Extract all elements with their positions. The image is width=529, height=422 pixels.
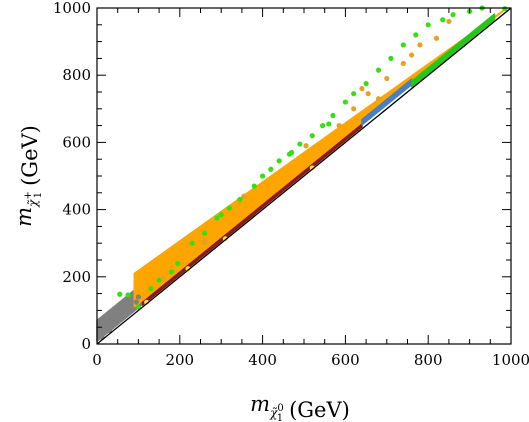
scatter-point-0-8	[135, 294, 141, 300]
scatter-point-2-2	[241, 193, 247, 199]
scatter-point-2-9	[409, 52, 415, 58]
scatter-point-1-30	[450, 12, 456, 18]
y-axis-subsup: +	[23, 191, 34, 199]
scatter-point-1-17	[297, 141, 303, 147]
scatter-point-1-20	[330, 112, 336, 119]
scatter-point-2-5	[359, 86, 365, 92]
scatter-point-2-13	[375, 96, 382, 102]
scatter-point-0-7	[133, 299, 139, 305]
scatter-point-0-5	[123, 311, 129, 318]
scatter-point-1-9	[214, 215, 220, 221]
reference-line-group	[96, 7, 512, 345]
scatter-point-1-8	[202, 230, 208, 236]
y-axis-sub: χ̃	[26, 199, 40, 208]
x-axis-subsup: 0	[277, 403, 283, 414]
scatter-point-2-14	[351, 106, 357, 112]
scatter-points	[96, 5, 508, 340]
scatter-point-0-11	[119, 307, 125, 313]
scatter-point-3-1	[185, 266, 191, 272]
x-tick-label: 0	[92, 351, 102, 369]
scatter-point-1-34	[218, 212, 224, 218]
diagonal-line	[96, 7, 512, 345]
scatter-point-3-0	[144, 299, 150, 305]
scatter-point-0-4	[117, 316, 123, 322]
scatter-point-1-0	[117, 291, 123, 297]
scatter-point-0-6	[129, 306, 135, 312]
y-tick-label: 0	[81, 335, 91, 353]
scatter-point-1-14	[268, 166, 274, 172]
scatter-point-1-24	[375, 67, 382, 73]
scatter-point-2-11	[433, 35, 440, 41]
x-tick-label: 1000	[492, 351, 529, 369]
scatter-point-2-4	[336, 123, 342, 129]
y-axis-subsub: 1	[33, 192, 44, 198]
axis-ticks	[96, 7, 512, 345]
scatter-point-1-3	[148, 285, 154, 292]
scatter-point-1-22	[351, 91, 357, 97]
y-axis-units: (GeV)	[18, 125, 42, 186]
scatter-point-1-23	[363, 81, 369, 87]
scatter-point-1-19	[320, 123, 326, 129]
scatter-point-0-2	[104, 322, 110, 329]
x-tick-label: 400	[248, 351, 277, 369]
y-axis-symbol: m	[12, 207, 36, 227]
x-axis-title: mχ̃0 1 (GeV)	[250, 392, 350, 422]
x-tick-label: 800	[414, 351, 443, 369]
scatter-point-1-18	[309, 133, 315, 139]
scatter-point-1-5	[168, 269, 175, 275]
x-tick-labels: 0 200 400 600 800 1000	[92, 351, 529, 369]
scatter-point-0-0	[96, 331, 102, 337]
y-tick-label: 200	[62, 268, 91, 286]
band-4	[410, 13, 496, 88]
scatter-point-1-26	[400, 42, 406, 48]
scatter-point-2-0	[160, 275, 166, 282]
scatter-point-0-3	[110, 319, 117, 325]
scatter-point-2-6	[365, 91, 371, 97]
x-axis-symbol: m	[250, 392, 270, 416]
scatter-point-1-6	[175, 260, 181, 266]
y-tick-label: 800	[62, 66, 91, 84]
scatter-point-1-28	[425, 22, 431, 28]
scatter-point-1-7	[189, 240, 195, 246]
scatter-point-1-21	[342, 99, 348, 105]
y-tick-label: 1000	[53, 0, 91, 17]
x-axis-sub: χ̃	[269, 406, 278, 420]
scatter-point-0-10	[106, 327, 113, 334]
scatter-point-1-11	[237, 196, 243, 203]
band-2	[141, 123, 363, 306]
scatter-point-1-29	[440, 17, 446, 23]
scatter-point-2-12	[446, 18, 452, 25]
scatter-point-1-15	[276, 158, 282, 164]
scatter-point-1-1	[125, 292, 131, 298]
scatter-point-1-4	[156, 277, 162, 283]
scatter-point-2-1	[202, 238, 208, 245]
scatter-point-1-12	[251, 183, 257, 189]
scatter-point-2-7	[384, 75, 390, 82]
y-tick-labels: 0 200 400 600 800 1000	[53, 0, 91, 353]
scatter-point-1-27	[413, 32, 419, 38]
scatter-point-3-3	[309, 165, 315, 171]
scatter-point-1-33	[502, 6, 508, 12]
scatter-point-1-13	[260, 173, 266, 179]
y-axis-title: mχ̃+1 (GeV)	[12, 125, 44, 227]
scatter-point-2-3	[303, 143, 309, 149]
x-tick-label: 200	[165, 351, 194, 369]
band-3	[361, 78, 413, 126]
y-tick-label: 600	[62, 133, 91, 151]
scatter-point-1-36	[326, 121, 332, 127]
scatter-point-1-25	[388, 55, 394, 62]
scatter-bands	[96, 7, 508, 343]
scatter-point-2-8	[400, 60, 406, 67]
scatter-point-1-10	[226, 205, 233, 211]
x-tick-label: 600	[331, 351, 360, 369]
x-axis-subsub: 1	[277, 413, 283, 422]
scatter-point-2-10	[417, 42, 423, 48]
y-tick-label: 400	[62, 201, 91, 219]
scatter-point-1-2	[135, 304, 141, 310]
x-axis-units: (GeV)	[289, 398, 350, 422]
scatter-point-0-12	[125, 301, 131, 307]
scatter-point-1-35	[288, 149, 295, 156]
